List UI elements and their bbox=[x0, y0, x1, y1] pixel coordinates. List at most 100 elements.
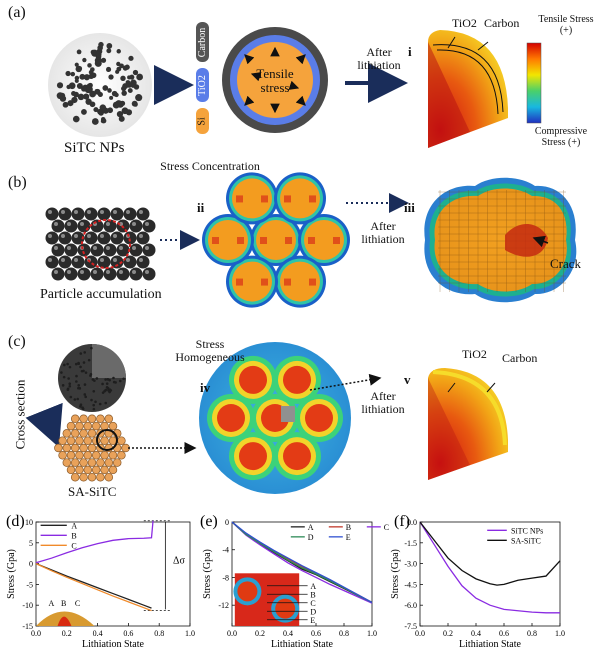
y-tick-label: -10 bbox=[22, 601, 33, 610]
stress-concentration-label: Stress Concentration bbox=[160, 159, 260, 173]
x-tick-label: 0.8 bbox=[154, 629, 164, 638]
x-tick-label: 0.2 bbox=[62, 629, 72, 638]
sitc-nps-label: SiTC NPs bbox=[64, 140, 125, 156]
highlight-circle bbox=[81, 219, 131, 269]
roman-ii: ii bbox=[197, 200, 205, 215]
panel-label-chart: (e) bbox=[200, 513, 218, 530]
y-tick-label: -8 bbox=[222, 573, 229, 582]
crack-pointer bbox=[532, 235, 549, 248]
y-tick-label: -12 bbox=[218, 601, 229, 610]
chart-e: 0.0 0.2 0.4 0.6 0.8 1.0 0 -4 -8 -12 Lithiation Sta… bbox=[202, 518, 389, 650]
carbon-label-c: Carbon bbox=[502, 351, 538, 365]
x-tick-label: 0.2 bbox=[443, 629, 453, 638]
x-tick-label: 1.0 bbox=[555, 629, 565, 638]
sa-sitc-sphere bbox=[58, 344, 126, 412]
after-lithiation-c: After lithiation bbox=[361, 389, 405, 416]
y-tick-label: -15 bbox=[22, 622, 33, 631]
series-line-a bbox=[35, 562, 152, 609]
legend-entry: A bbox=[308, 523, 314, 532]
panel-label-b: (b) bbox=[8, 174, 27, 191]
layer-bar-tio2: TiO2 bbox=[196, 68, 209, 102]
stress-homogeneous-label: Stress Homogeneous bbox=[175, 337, 245, 364]
layer-tio2-label: TiO2 bbox=[197, 74, 209, 96]
x-tick-label: 0.2 bbox=[255, 629, 265, 638]
panel-label-a: (a) bbox=[8, 4, 26, 21]
inset-label: A bbox=[49, 599, 55, 608]
y-tick-label: -4 bbox=[222, 546, 229, 555]
series-line-sa-sitc bbox=[419, 521, 561, 586]
y-axis-label: Stress (Gpa) bbox=[202, 549, 213, 599]
arrow-c-down bbox=[25, 402, 63, 448]
inset-label: E bbox=[310, 616, 315, 625]
chart-f: 0.0 0.2 0.4 0.6 0.8 1.0 0.0 -1.5 -3.0 -4.5 -6.0 -7.… bbox=[390, 518, 565, 650]
x-tick-label: 0.6 bbox=[311, 629, 321, 638]
inset-label: D bbox=[310, 607, 316, 616]
panel-label-chart: (f) bbox=[394, 513, 410, 530]
after-lithiation-a: After lithiation bbox=[357, 45, 401, 72]
inset-label: C bbox=[310, 599, 315, 608]
stress-quarter-sphere-i bbox=[428, 30, 508, 148]
y-tick-label: -3.0 bbox=[404, 560, 417, 569]
legend-entry: SA-SiTC bbox=[511, 536, 541, 545]
x-tick-label: 1.0 bbox=[367, 629, 377, 638]
roman-v: v bbox=[404, 372, 411, 387]
legend-entry: B bbox=[346, 523, 351, 532]
inset-label: B bbox=[310, 590, 315, 599]
y-tick-label: -1.5 bbox=[404, 539, 417, 548]
legend-entry: D bbox=[308, 533, 314, 542]
sitc-nps-illustration bbox=[48, 33, 152, 137]
crack-label: Crack bbox=[550, 256, 582, 271]
cross-section-label: Cross section bbox=[12, 379, 28, 450]
x-axis-label: Lithiation State bbox=[82, 639, 144, 650]
series-line-c bbox=[231, 521, 373, 604]
layer-carbon-label: Carbon bbox=[197, 27, 209, 57]
series-line-e bbox=[231, 521, 373, 603]
x-tick-label: 0.0 bbox=[31, 629, 41, 638]
x-tick-label: 0.4 bbox=[283, 629, 293, 638]
x-axis-label: Lithiation State bbox=[459, 639, 521, 650]
inset-label: C bbox=[75, 599, 80, 608]
sa-sitc-label: SA-SiTC bbox=[68, 484, 117, 499]
plot-frame bbox=[419, 521, 561, 627]
scale-bottom-label: Compressive Stress (+) bbox=[534, 126, 588, 148]
y-tick-label: -7.5 bbox=[404, 622, 417, 631]
after-lithiation-b: After lithiation bbox=[361, 219, 405, 246]
x-axis-label: Lithiation State bbox=[271, 639, 333, 650]
series-line-c bbox=[35, 563, 152, 612]
x-tick-label: 0.4 bbox=[93, 629, 103, 638]
y-tick-label: -5 bbox=[26, 580, 33, 589]
x-tick-label: 0.8 bbox=[527, 629, 537, 638]
delta-sigma-annotation: Δσ bbox=[173, 556, 185, 567]
particle-accumulation-label: Particle accumulation bbox=[40, 287, 162, 302]
y-tick-label: 0 bbox=[29, 560, 33, 569]
y-tick-label: -4.5 bbox=[404, 580, 417, 589]
x-tick-label: 0.0 bbox=[415, 629, 425, 638]
y-tick-label: 0.0 bbox=[407, 518, 417, 527]
stress-map-iii bbox=[424, 177, 577, 303]
x-tick-label: 0.6 bbox=[123, 629, 133, 638]
roman-i: i bbox=[408, 44, 412, 59]
tensile-stress-label: Tensile stress bbox=[256, 66, 294, 95]
y-tick-label: 5 bbox=[29, 539, 33, 548]
x-tick-label: 0.0 bbox=[227, 629, 237, 638]
x-tick-label: 0.4 bbox=[471, 629, 481, 638]
x-tick-label: 1.0 bbox=[185, 629, 195, 638]
legend-entry: A bbox=[71, 521, 77, 530]
inset-label: B bbox=[61, 599, 66, 608]
legend-entry: C bbox=[384, 523, 389, 532]
legend-entry: E bbox=[346, 533, 351, 542]
layer-si-label: Si bbox=[197, 116, 208, 126]
stress-scale-bar bbox=[526, 42, 542, 124]
stress-map-iv bbox=[199, 342, 351, 494]
tio2-label-c: TiO2 bbox=[462, 347, 487, 361]
stress-map-ii bbox=[202, 172, 350, 308]
particle-accumulation-illustration bbox=[45, 207, 156, 281]
y-tick-label: 0 bbox=[225, 518, 229, 527]
legend-entry: SiTC NPs bbox=[511, 526, 543, 535]
stress-quarter-sphere-v bbox=[428, 368, 508, 480]
legend-entry: C bbox=[71, 541, 76, 550]
layer-bar-si: Si bbox=[196, 108, 209, 134]
roman-iii: iii bbox=[404, 200, 415, 215]
y-axis-label: Stress (Gpa) bbox=[6, 549, 17, 599]
